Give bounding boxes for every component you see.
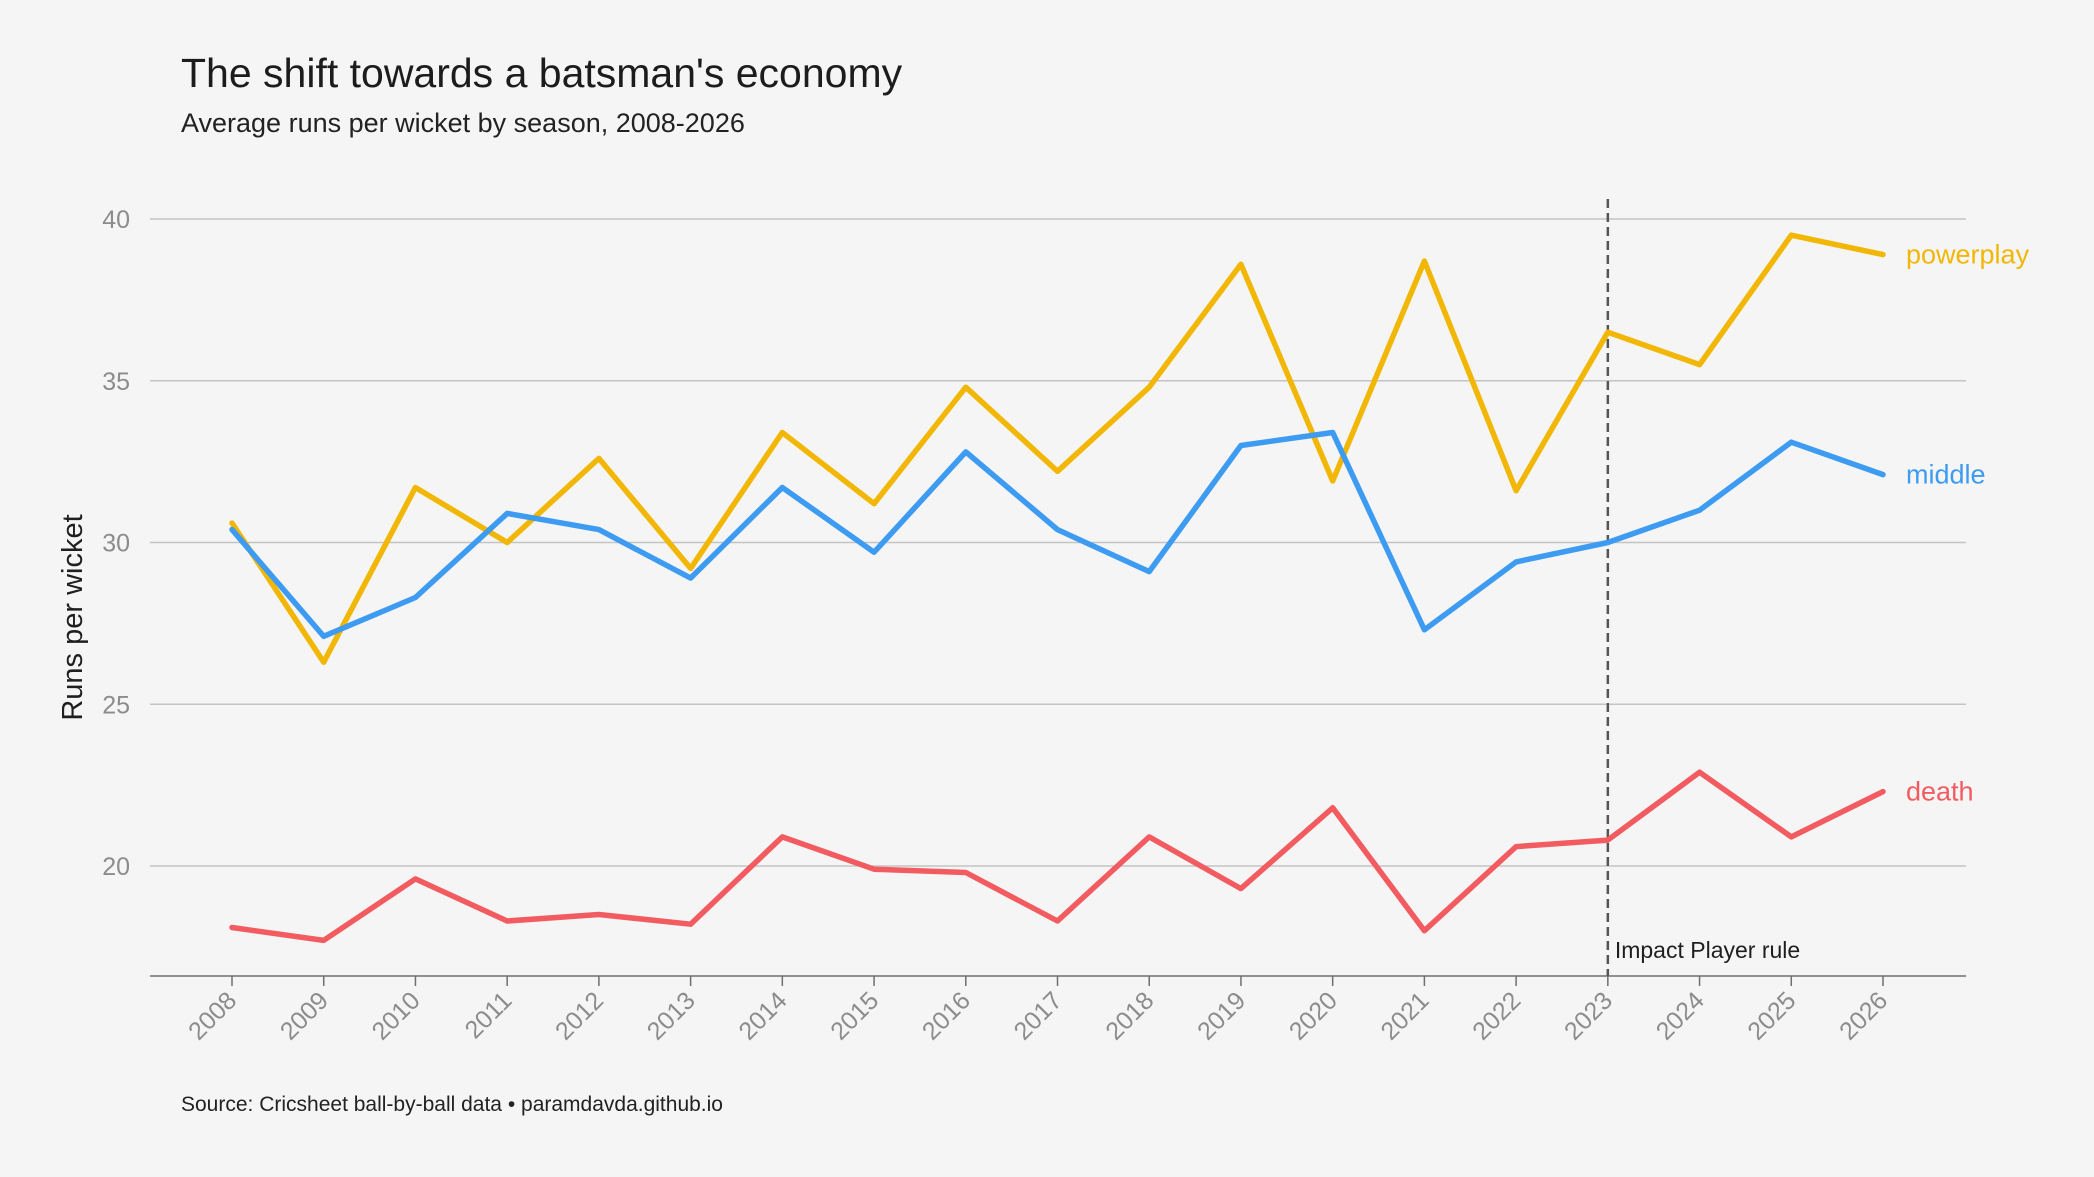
x-tick-label: 2022: [1467, 986, 1526, 1045]
x-tick-label: 2010: [367, 986, 426, 1045]
x-tick-label: 2012: [550, 986, 609, 1045]
series-label-middle: middle: [1906, 460, 1986, 490]
impact-player-rule-label: Impact Player rule: [1615, 937, 1800, 963]
grid-lines: [150, 219, 1966, 866]
x-tick-label: 2019: [1192, 986, 1251, 1045]
annotations: Impact Player rule: [1608, 199, 1800, 976]
series-label-death: death: [1906, 777, 1974, 807]
x-tick-label: 2016: [917, 986, 976, 1045]
x-tick-label: 2021: [1375, 986, 1434, 1045]
x-tick-label: 2009: [275, 986, 334, 1045]
y-tick-label: 35: [102, 368, 130, 396]
series-lines: [232, 235, 1883, 940]
x-tick-label: 2008: [183, 986, 242, 1045]
x-tick-label: 2014: [733, 986, 792, 1045]
x-tick-label: 2017: [1009, 986, 1068, 1045]
y-tick-label: 40: [102, 206, 130, 234]
x-tick-label: 2025: [1742, 986, 1801, 1045]
y-axis-label: Runs per wicket: [57, 514, 89, 720]
y-tick-label: 30: [102, 530, 130, 558]
x-tick-label: 2026: [1834, 986, 1893, 1045]
series-label-powerplay: powerplay: [1906, 240, 2030, 270]
series-labels: powerplay middle death: [1906, 240, 2030, 807]
series-line-powerplay: [232, 235, 1883, 662]
series-line-middle: [232, 433, 1883, 637]
x-tick-label: 2013: [642, 986, 701, 1045]
source-note: Source: Cricsheet ball-by-ball data • pa…: [181, 1093, 723, 1117]
x-tick-label: 2018: [1100, 986, 1159, 1045]
series-line-death: [232, 772, 1883, 940]
x-tick-label: 2011: [460, 986, 518, 1044]
y-tick-label: 25: [102, 691, 130, 719]
y-tick-label: 20: [102, 853, 130, 881]
x-tick-label: 2020: [1284, 986, 1343, 1045]
x-tick-label: 2024: [1651, 986, 1710, 1045]
x-tick-label: 2023: [1559, 986, 1618, 1045]
x-tick-label: 2015: [825, 986, 884, 1045]
